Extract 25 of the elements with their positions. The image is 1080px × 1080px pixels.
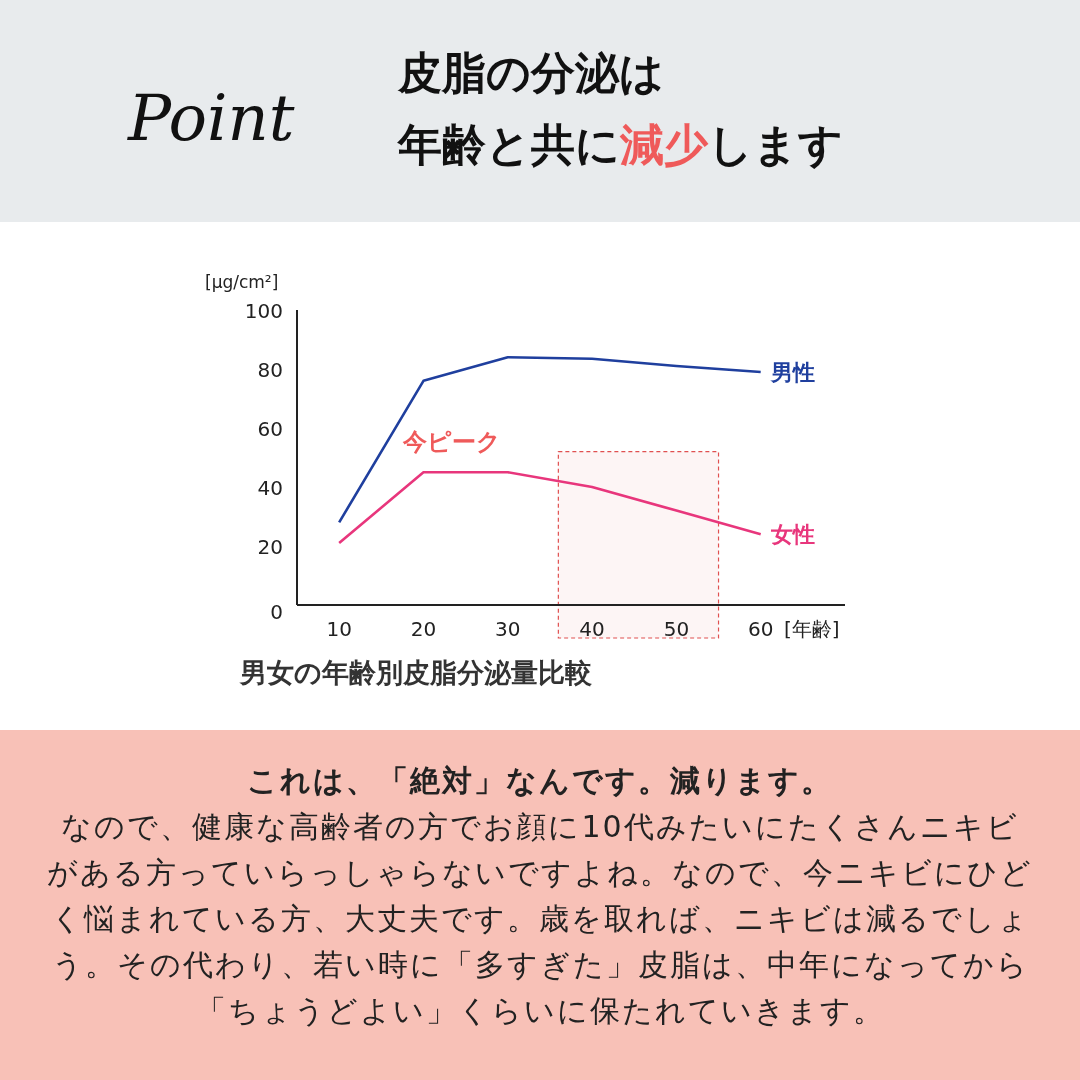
y-axis-title: [μg/cm²] — [205, 272, 279, 292]
y-tick-label: 40 — [257, 476, 283, 500]
y-tick-label: 80 — [257, 358, 283, 382]
text: なので、健康な高齢者の方でお顔に10代みたいにたくさんニキビがある方っていらっしゃらないですよね。なので、今ニキビにひどく悩まれている方、大丈夫です。歳を取れば、ニキビは減るでしょう。その代わり、若い時に「多すぎた」皮脂は、中年になってから「ちょうどよい」くらいに保たれていきます。 — [46, 808, 1034, 1030]
x-tick-label: 30 — [495, 617, 521, 641]
x-tick-label: 40 — [579, 617, 605, 641]
x-tick-label: 60 — [747, 617, 774, 641]
chart-subtitle: 年齢と共に減少します — [397, 119, 843, 170]
y-tick-label: 20 — [257, 535, 283, 559]
y-tick-label: 100 — [244, 299, 283, 323]
line-series — [337, 470, 762, 545]
text: 男女の年齢別皮脂分泌量比較 — [239, 657, 593, 688]
chart-title: 皮脂の分泌は — [397, 47, 664, 98]
series-label: 男性 — [769, 359, 815, 385]
text: これは、「絶対」なんです。減ります。 — [246, 762, 834, 800]
series-label: 女性 — [769, 522, 815, 548]
y-tick-label: 60 — [257, 417, 283, 441]
x-tick-label: 50 — [663, 617, 690, 641]
annotation: 今ピーク — [402, 428, 502, 457]
x-axis-title: [年齢] — [784, 617, 840, 641]
text: Point — [127, 81, 295, 155]
x-tick-label: 20 — [410, 617, 437, 641]
line-series — [337, 355, 762, 524]
y-tick-label: 0 — [270, 600, 283, 624]
x-tick-label: 10 — [326, 617, 352, 641]
